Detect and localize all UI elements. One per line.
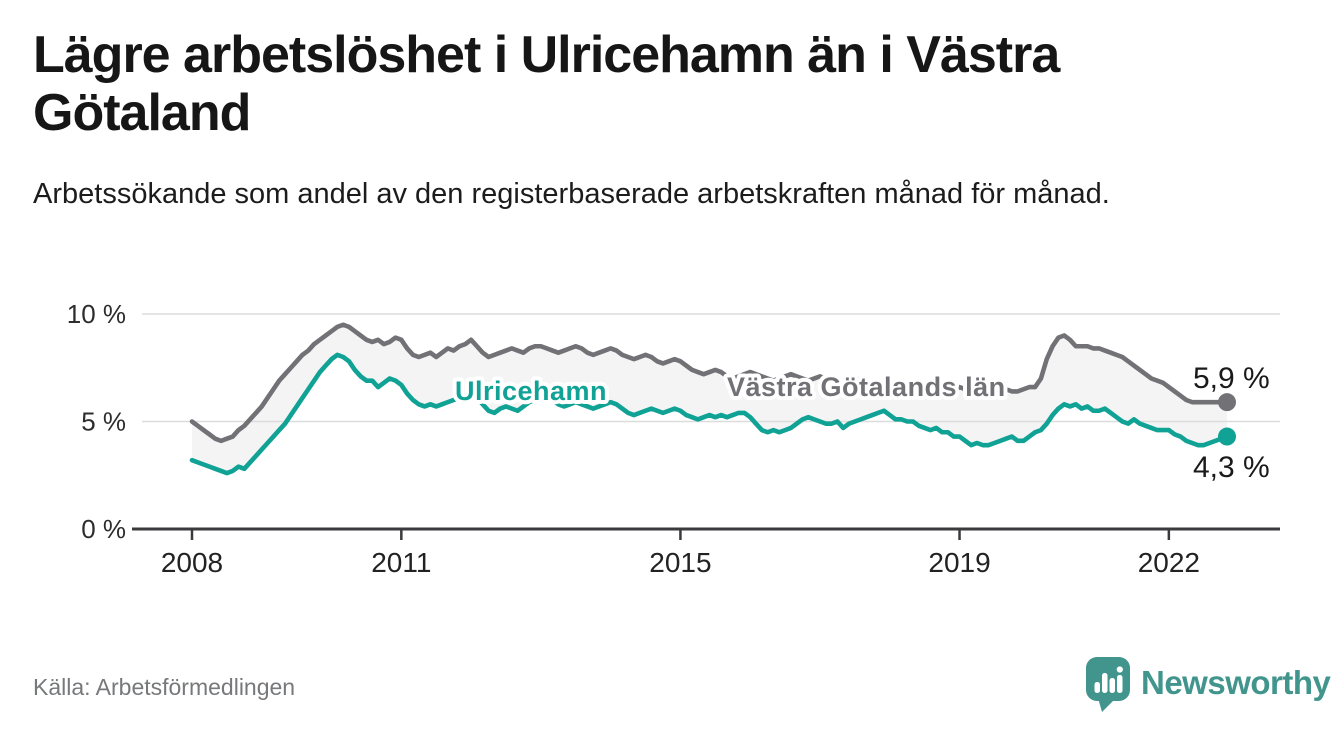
band-between-series <box>192 324 1227 474</box>
y-axis-label-10: 10 % <box>67 299 126 329</box>
chart-area: 0 % 5 % 10 % 2008 2011 2015 2019 2022 Västra Göt… <box>0 280 1340 620</box>
x-axis-label-2019: 2019 <box>928 547 990 578</box>
series-line-v-stra-g-talands-l-n <box>189 322 1230 444</box>
newsworthy-brand: Newsworthy <box>1085 656 1331 713</box>
series-end-dot-v-stra-g-talands-l-n <box>1218 393 1236 412</box>
y-axis-label-5: 5 % <box>81 407 126 437</box>
x-axis-label-2022: 2022 <box>1138 547 1200 578</box>
x-axis-label-2015: 2015 <box>649 547 711 578</box>
bar-chart-speech-bubble-icon <box>1086 657 1130 712</box>
source-note: Källa: Arbetsförmedlingen <box>33 674 296 700</box>
x-axis-label-2011: 2011 <box>371 547 431 578</box>
series-end-dot-ulricehamn <box>1218 427 1236 446</box>
brand-name: Newsworthy <box>1141 664 1331 701</box>
series-line-ulricehamn <box>189 352 1230 476</box>
y-axis-label-0: 0 % <box>81 514 126 544</box>
unemployment-line-chart: 0 % 5 % 10 % 2008 2011 2015 2019 2022 Västra Göt… <box>67 299 1280 578</box>
series-end-value-ulricehamn: 4,3 % <box>1193 451 1270 484</box>
series-label-v-stra-g-talands-l-n: Västra Götalands län <box>727 372 1006 402</box>
page-title: Lägre arbetslöshet i Ulricehamn än i Väs… <box>33 26 1060 142</box>
series-end-value-v-stra-g-talands-l-n: 5,9 % <box>1193 362 1270 395</box>
x-axis-label-2008: 2008 <box>161 547 223 578</box>
series-label-ulricehamn: Ulricehamn <box>455 376 607 406</box>
page-subtitle: Arbetssökande som andel av den registerb… <box>33 178 1110 210</box>
